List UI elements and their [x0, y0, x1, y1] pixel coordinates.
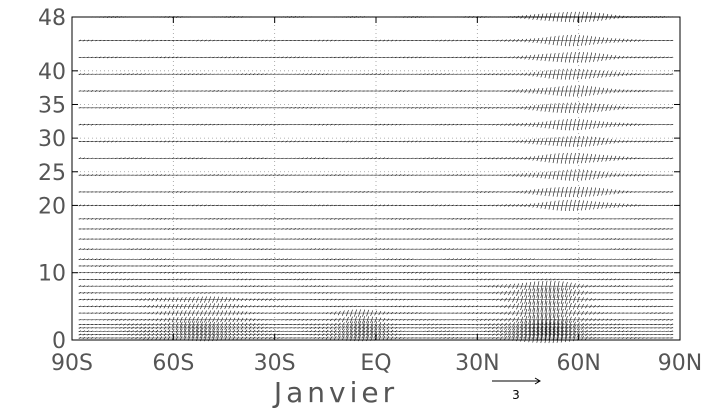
y-tick-label: 0: [52, 329, 66, 354]
y-tick-label: 40: [38, 60, 66, 85]
x-axis-label: Janvier: [272, 376, 398, 409]
reference-vector-label: 3: [512, 388, 520, 402]
y-tick-label: 35: [38, 93, 66, 118]
reference-arrow-head: [534, 377, 541, 385]
y-tick-label: 10: [38, 262, 66, 287]
y-tick-label: 48: [38, 6, 66, 31]
x-tick-label: EQ: [360, 351, 391, 376]
x-tick-label: 60S: [152, 351, 194, 376]
x-tick-label: 30N: [455, 351, 499, 376]
reference-vector: 3: [492, 377, 541, 402]
x-tick-label: 60N: [556, 351, 600, 376]
y-tick-label: 20: [38, 194, 66, 219]
x-tick-label: 30S: [254, 351, 296, 376]
y-tick-label: 30: [38, 127, 66, 152]
x-tick-label: 90S: [51, 351, 93, 376]
grid-lines: [72, 17, 680, 340]
x-tick-label: 90N: [658, 351, 702, 376]
y-tick-label: 25: [38, 161, 66, 186]
axis-ticks: 90S 60S 30S EQ 30N 60N 90N 0 10 20 25 30 35 40 48: [38, 6, 702, 376]
